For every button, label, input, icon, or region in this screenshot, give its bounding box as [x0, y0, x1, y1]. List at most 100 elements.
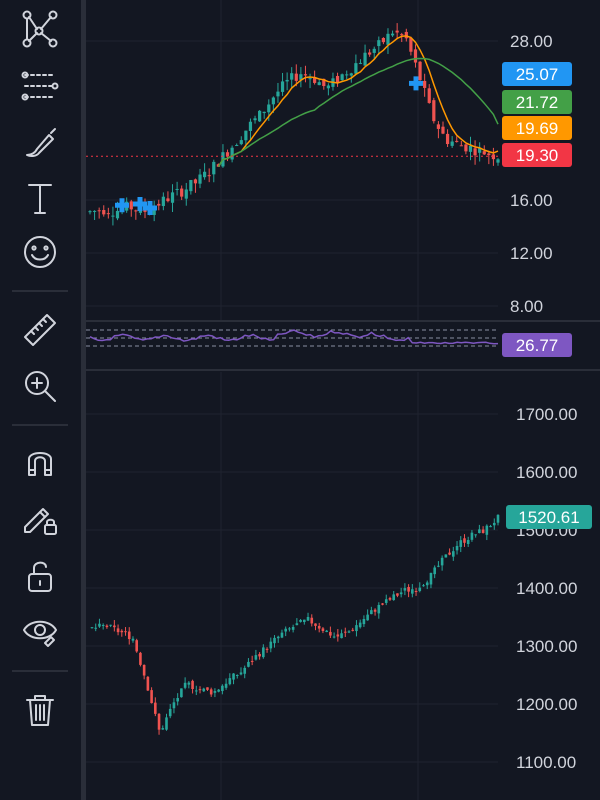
upper-candle-body — [115, 210, 120, 219]
lower-candle-body — [168, 708, 172, 717]
toolbar-separator[interactable] — [81, 0, 86, 800]
upper-price-tag: 19.69 — [516, 119, 559, 138]
upper-candle-body — [482, 151, 486, 155]
upper-candle-body — [230, 147, 234, 160]
zoom-in-icon — [25, 371, 56, 402]
upper-price-axis[interactable]: 28.00 16.00 12.00 8.00 — [510, 32, 553, 316]
lower-candle-body — [329, 631, 332, 636]
unlock-icon — [28, 561, 52, 592]
lower-candle-body — [90, 627, 94, 629]
lower-candle-body — [94, 627, 98, 629]
lower-candle-body — [485, 525, 489, 535]
lower-candle-body — [414, 591, 418, 593]
upper-candle-body — [102, 210, 106, 215]
grid-lines — [86, 0, 600, 800]
lower-candle-body — [455, 545, 459, 551]
fib-tools-button[interactable] — [14, 64, 66, 108]
upper-candle-body — [340, 74, 344, 81]
brush-button[interactable] — [14, 120, 66, 164]
upper-candle-body — [335, 75, 340, 83]
lower-candle-body — [303, 619, 306, 623]
zoom-in-button[interactable] — [14, 364, 66, 408]
lower-candle-body — [433, 567, 436, 575]
lower-candle-body — [265, 648, 269, 650]
lower-candle-body — [466, 540, 470, 544]
ruler-button[interactable] — [14, 308, 66, 352]
lower-candle-body — [340, 633, 343, 639]
lower-candle-body — [202, 688, 206, 692]
magnet-button[interactable] — [14, 440, 66, 484]
rsi-line — [89, 329, 499, 345]
lock-drawings-pencil-icon — [24, 508, 57, 535]
lower-candle-body — [411, 589, 414, 594]
upper-price-tag: 21.72 — [516, 93, 559, 112]
upper-candle-body — [262, 111, 266, 114]
upper-candle-body — [276, 91, 280, 97]
lower-price-axis[interactable]: 1700.001600.001500.001400.001300.001200.… — [516, 405, 577, 772]
lower-candle-body — [358, 622, 362, 628]
lower-candle-body — [269, 641, 273, 649]
upper-candle-body — [225, 152, 230, 157]
lower-candle-body — [127, 631, 131, 640]
upper-candle-body — [207, 175, 211, 177]
rsi-value-tag-bg — [502, 333, 572, 357]
lower-candle-body — [336, 634, 340, 637]
lower-candle-body — [407, 586, 410, 592]
lower-candle-body — [217, 689, 220, 692]
lock-drawings-pencil-button[interactable] — [14, 496, 66, 540]
signal-marker-icon — [115, 198, 129, 213]
lower-candle-body — [310, 617, 314, 624]
upper-candle-body — [280, 81, 285, 92]
lower-candle-body — [317, 625, 321, 629]
upper-candle-body — [478, 147, 482, 153]
lower-candle-body — [399, 592, 403, 595]
lower-candle-body — [362, 618, 366, 625]
eye-icon — [23, 620, 57, 647]
text-tool-icon — [28, 184, 52, 214]
upper-candle-body — [111, 215, 115, 217]
upper-candle-body — [248, 121, 253, 131]
upper-candle-body — [239, 140, 243, 145]
emoji-button[interactable] — [14, 230, 66, 274]
lower-candle-body — [284, 628, 287, 632]
upper-candle-body — [349, 73, 353, 76]
upper-candle-body — [134, 210, 138, 212]
eye-button[interactable] — [14, 608, 66, 652]
lower-last-price-tag-bg — [506, 505, 592, 529]
upper-axis-label: 28.00 — [510, 32, 553, 51]
upper-candle-body — [253, 118, 257, 121]
lower-candle-body — [247, 661, 250, 667]
lower-candle-body — [351, 629, 355, 631]
lower-last-price-tag: 1520.61 — [518, 508, 579, 527]
upper-candle-body — [455, 140, 459, 142]
brush-icon — [26, 128, 56, 158]
signal-marker-icon — [133, 196, 147, 211]
chart-area[interactable]: 28.00 16.00 12.00 8.00 1700.00 1600.00 1500.0… — [86, 0, 600, 800]
upper-candle-body — [244, 130, 248, 141]
trend-line-tools-button[interactable] — [14, 6, 66, 50]
lower-candle-body — [481, 529, 485, 533]
upper-candle-body — [436, 124, 441, 129]
unlock-button[interactable] — [14, 554, 66, 598]
upper-candle-body — [303, 74, 308, 76]
upper-candle-body — [496, 159, 500, 163]
text-tool-button[interactable] — [14, 176, 66, 220]
upper-candle-body — [372, 48, 376, 53]
lower-candle-body — [496, 514, 500, 523]
lower-candle-body — [388, 598, 392, 600]
drawing-toolbar — [0, 0, 80, 800]
upper-price-tag: 19.30 — [516, 146, 559, 165]
lower-candle-body — [135, 640, 139, 652]
lower-candle-body — [347, 631, 351, 633]
trash-button[interactable] — [14, 688, 66, 732]
upper-candle-body — [345, 74, 349, 76]
upper-candle-body — [129, 201, 133, 210]
upper-candle-body — [487, 153, 491, 156]
upper-candle-body — [294, 73, 298, 81]
upper-candle-body — [267, 104, 271, 113]
lower-axis-label: 1200.00 — [516, 695, 577, 714]
upper-candle-body — [235, 145, 239, 147]
upper-candle-body — [198, 174, 202, 184]
upper-candle-body — [326, 85, 330, 89]
